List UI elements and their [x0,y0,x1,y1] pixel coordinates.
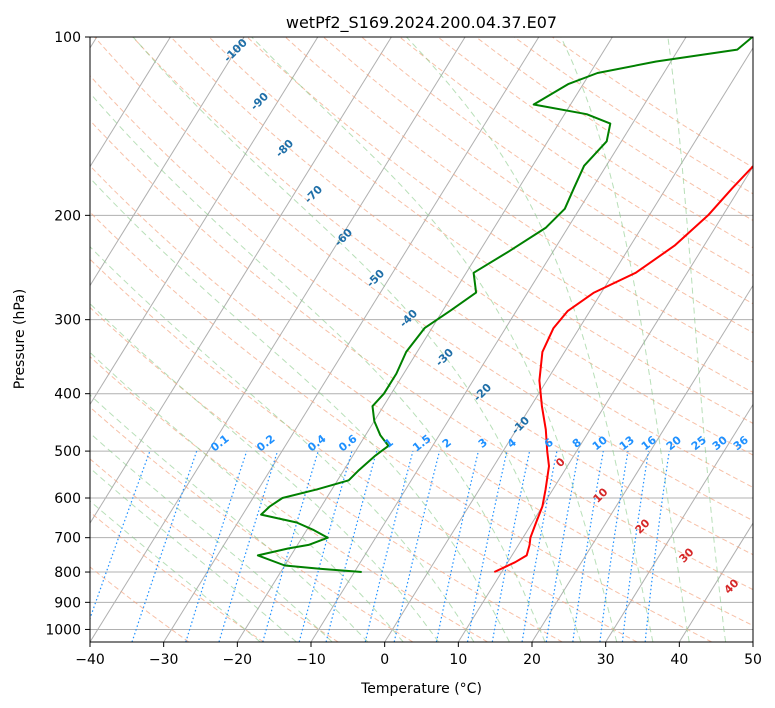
moist-adiabat [90,92,546,642]
x-tick-label: −10 [296,652,326,668]
y-tick-label: 800 [54,565,81,581]
y-tick-label: 300 [54,313,81,329]
dry-adiabat [284,37,753,363]
mixing-ratio-line [545,450,580,642]
dry-adiabat [90,119,753,591]
x-tick-label: 30 [597,652,615,668]
isotherm-gridline [457,165,753,642]
x-tick-label: 20 [523,652,541,668]
dry-adiabat [90,458,339,642]
isotherm-gridline [90,37,466,642]
isotherm-gridline [605,403,753,642]
moist-adiabat [90,246,475,642]
dry-adiabat [475,37,753,222]
mixing-ratio-line [90,450,151,621]
y-tick-label: 900 [54,595,81,611]
mixing-ratio-line [185,450,248,642]
y-tick-label: 700 [54,531,81,547]
x-tick-label: 0 [380,652,389,668]
isotherm-gridline [90,37,171,168]
dry-adiabat [552,37,753,169]
mixing-ratio-line [599,451,629,642]
mixing-ratio-line [621,451,650,642]
sounding-lines [256,37,753,573]
dry-adiabat [94,37,753,522]
moist-adiabat [406,37,654,642]
moist-adiabat [90,467,297,642]
isotherm-gridline [90,37,319,406]
dry-adiabat [132,37,753,488]
moist-adiabat [132,37,582,642]
isotherm-gridline [90,37,245,287]
x-tick-label: 10 [449,652,467,668]
y-tick-label: 400 [54,387,81,403]
mixing-ratio-line [435,450,479,642]
mixing-ratio-line [218,450,279,642]
mixing-ratio-line [325,450,378,642]
moist-adiabat [90,432,333,642]
x-axis: −40 −30 −20 −10 0 10 20 30 40 50 [75,642,762,668]
mixing-ratio-line [521,450,558,642]
dry-adiabat [90,165,753,627]
temperature-trace [493,164,753,573]
y-tick-label: 100 [54,30,81,46]
mixing-ratio-line [393,450,441,642]
isotherm-gridline [163,37,540,642]
dry-adiabat [437,37,753,249]
mixing-ratio-line [491,450,531,642]
dry-adiabat [208,37,753,424]
mixing-ratio-line [644,451,670,642]
moist-adiabat [90,177,510,642]
mixing-ratio-line [364,450,414,642]
dry-adiabat [90,74,753,556]
moist-adiabat [90,351,404,642]
moist-adiabat [667,37,727,642]
moist-adiabat [251,37,618,642]
isotherm-gridline [531,284,753,642]
x-axis-label: Temperature (°C) [360,681,482,697]
plot-area [90,37,753,642]
dewpoint-trace [256,37,753,573]
mixing-ratio-line [131,450,198,642]
y-tick-label: 600 [54,491,81,507]
moist-adiabat [560,37,690,642]
dry-adiabat [246,37,753,394]
mixing-ratio-line [262,450,319,642]
x-tick-label: −40 [75,652,105,668]
y-tick-label: 200 [54,208,81,224]
mixing-ratio-line [572,450,604,642]
y-tick-label: 500 [54,444,81,460]
moist-adiabat [90,303,440,642]
y-axis-label: Pressure (hPa) [12,289,28,389]
background-lines [90,37,753,642]
x-tick-label: 50 [744,652,762,668]
dry-adiabat [90,258,638,642]
x-tick-label: 40 [670,652,688,668]
isotherm-gridline [384,47,753,642]
isotherm-gridline [236,37,613,642]
mixing-ratio-line [466,450,508,642]
y-tick-label: 1000 [45,622,81,638]
x-tick-label: −30 [149,652,179,668]
x-tick-label: −20 [223,652,253,668]
plot-frame [89,36,754,643]
isotherm-gridline [678,522,753,642]
isotherm-gridline [90,37,392,525]
chart-title: wetPf2_S169.2024.200.04.37.E07 [286,13,557,33]
y-axis: 100 200 300 400 500 600 700 800 900 1000 [45,30,90,638]
dry-adiabat [90,211,712,642]
dry-adiabat [90,511,264,642]
moist-adiabat [90,394,369,642]
